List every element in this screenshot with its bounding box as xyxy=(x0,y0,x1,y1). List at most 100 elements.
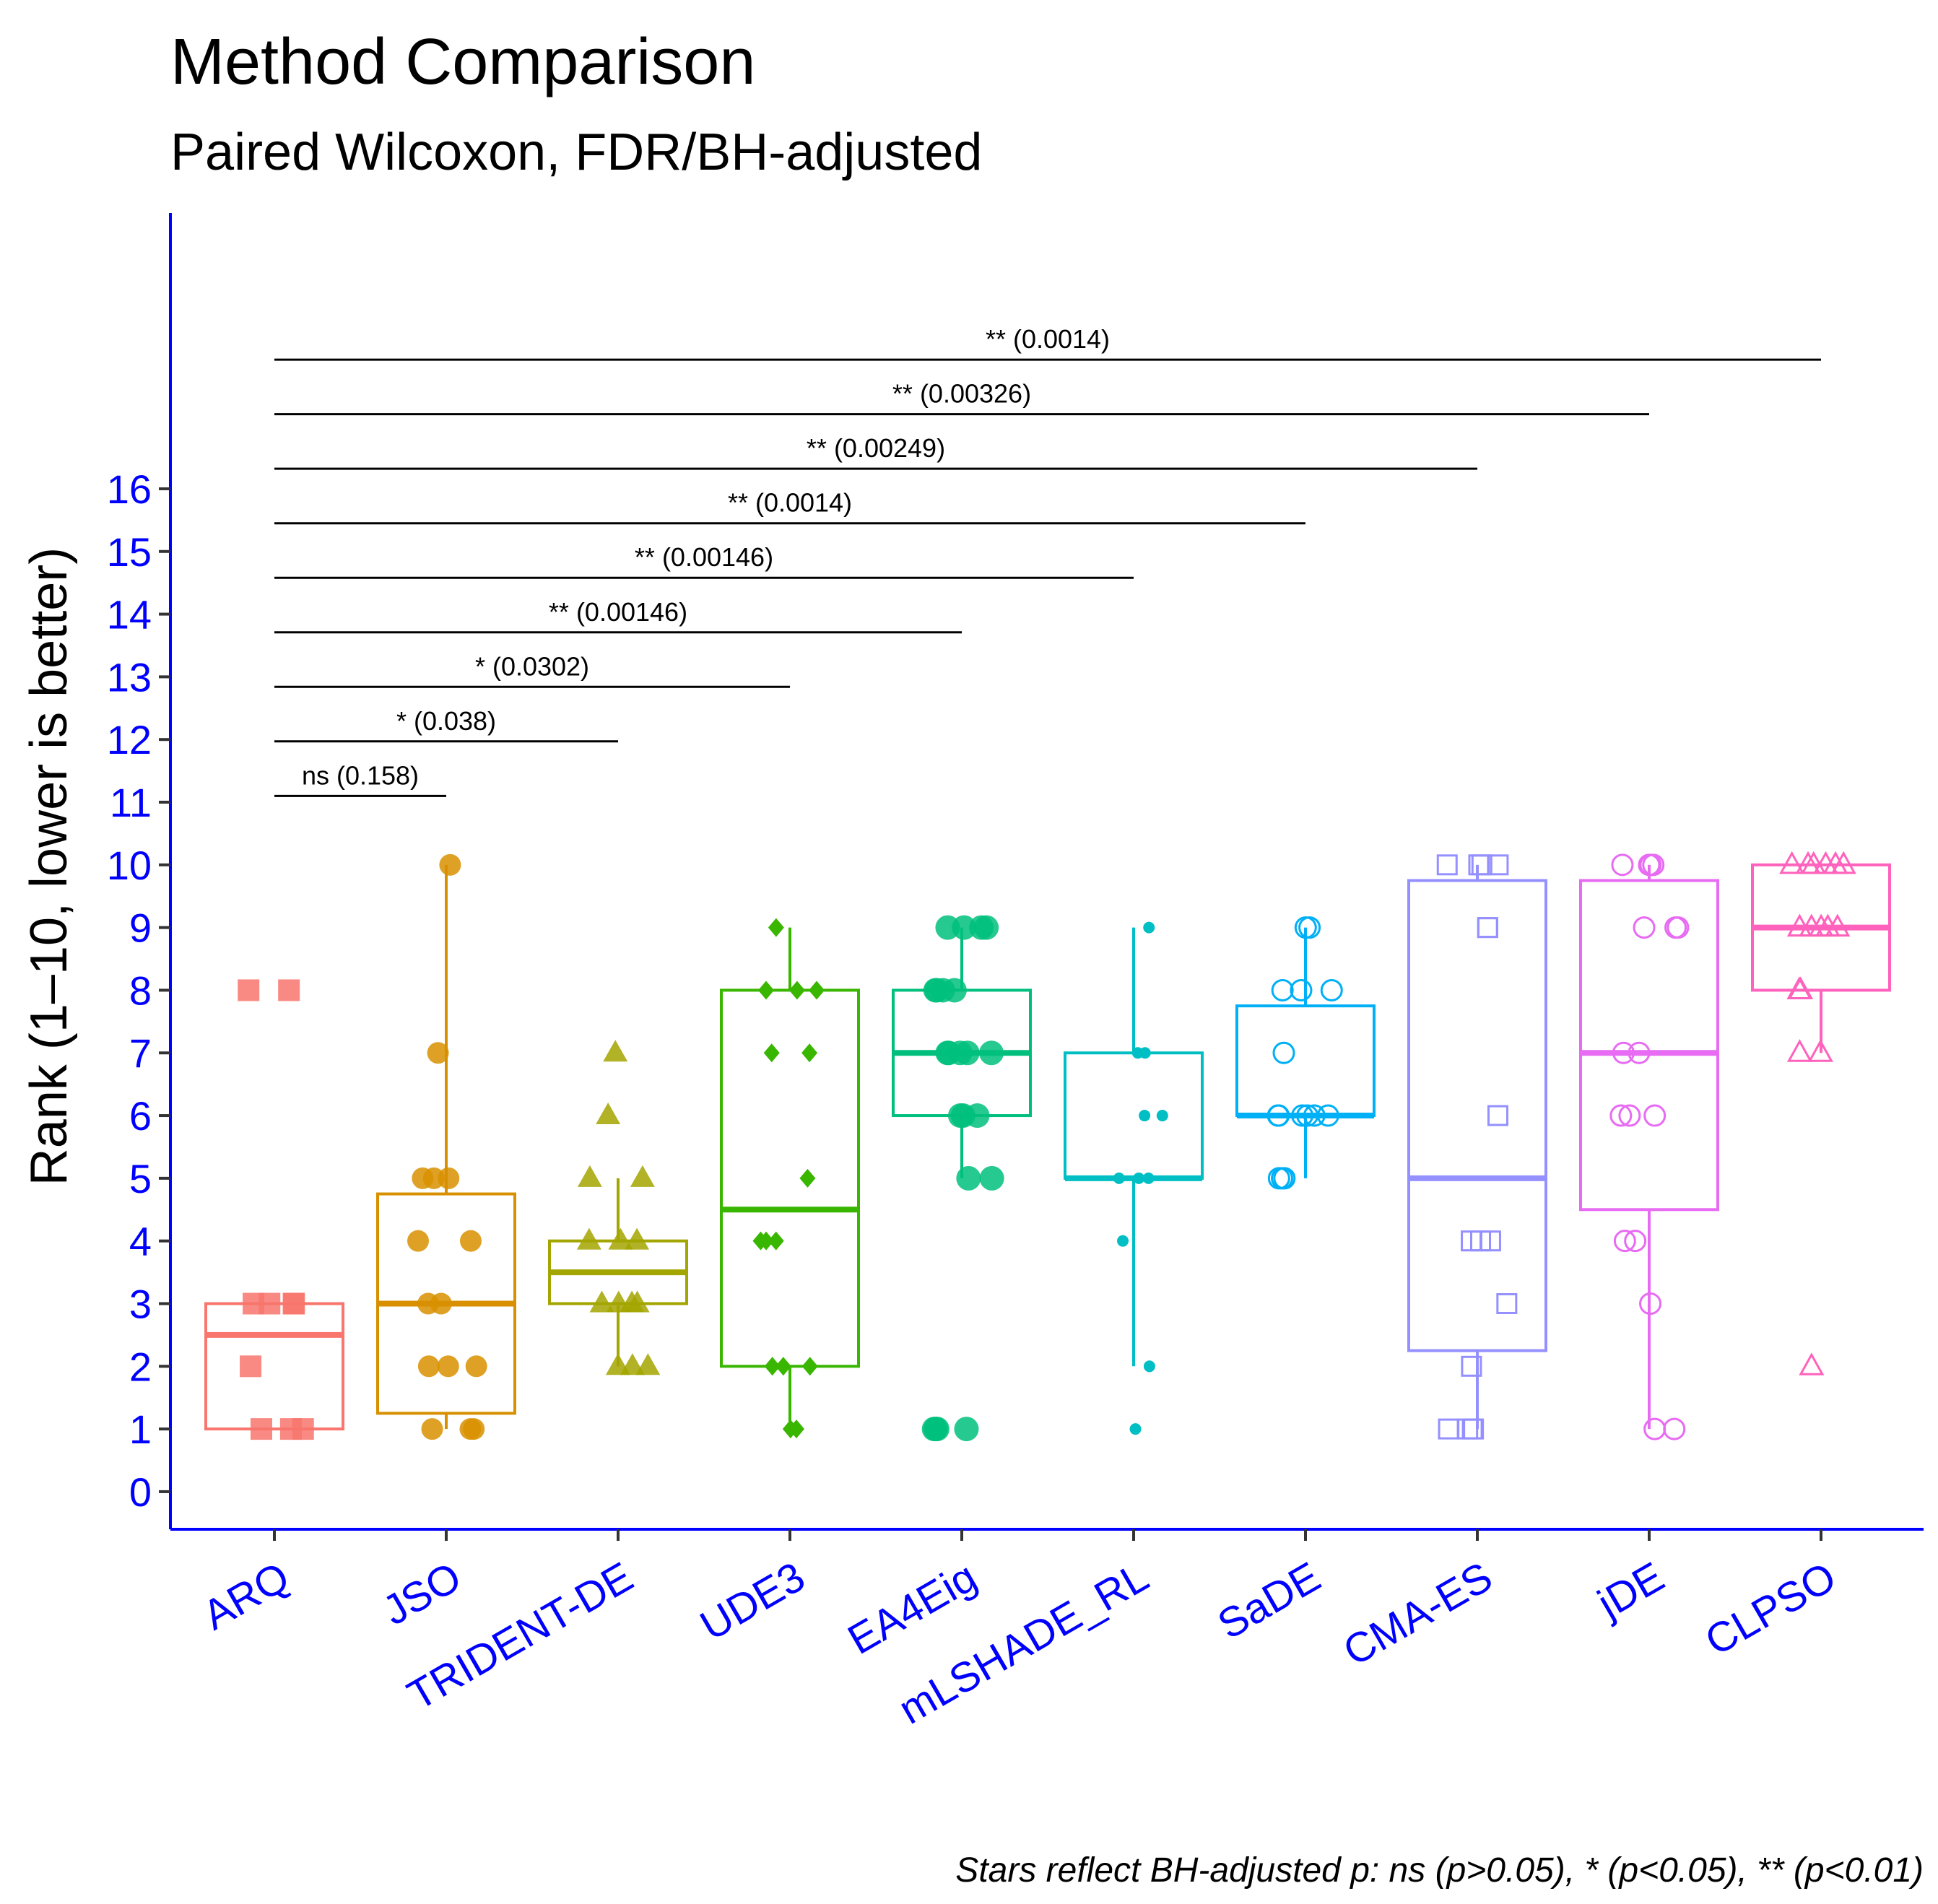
point-marker xyxy=(1143,1360,1155,1373)
point-marker xyxy=(589,1290,614,1313)
point-marker xyxy=(1487,854,1509,876)
point-marker xyxy=(279,1418,302,1440)
point-marker xyxy=(763,1043,780,1063)
box-iqr xyxy=(1579,879,1719,1212)
x-tick-label: CMA-ES xyxy=(1336,1553,1500,1675)
bracket-label: * (0.0302) xyxy=(475,651,589,681)
y-tick-label: 2 xyxy=(129,1344,152,1389)
bracket-label: ** (0.00146) xyxy=(635,542,773,572)
x-tick-label: UDE3 xyxy=(692,1553,812,1650)
point-marker xyxy=(630,1165,655,1187)
point-marker xyxy=(1298,916,1321,939)
point-marker xyxy=(1663,1417,1686,1440)
point-marker xyxy=(465,1355,487,1378)
point-marker xyxy=(1461,1418,1483,1440)
y-tick-label: 8 xyxy=(129,968,152,1013)
y-tick-label: 4 xyxy=(129,1219,152,1264)
point-marker xyxy=(1156,1110,1168,1122)
y-axis-label: Rank (1–10, lower is better) xyxy=(20,547,78,1186)
point-marker xyxy=(596,1103,621,1125)
point-marker xyxy=(1266,1104,1290,1127)
point-marker xyxy=(1628,1041,1651,1064)
point-marker xyxy=(1267,1167,1290,1190)
point-marker xyxy=(1613,1230,1636,1253)
point-marker xyxy=(1320,978,1343,1001)
point-marker xyxy=(1272,1041,1295,1064)
x-tick-label: ARQ xyxy=(195,1553,297,1639)
point-marker xyxy=(1807,1039,1833,1062)
point-marker xyxy=(1633,916,1656,939)
box-jde xyxy=(1579,864,1719,1430)
point-marker xyxy=(1271,978,1294,1001)
point-marker xyxy=(801,1357,818,1376)
chart-title: Method Comparison xyxy=(170,26,755,98)
bracket-label: ns (0.158) xyxy=(302,760,419,790)
point-marker xyxy=(412,1167,434,1189)
y-tick-label: 10 xyxy=(107,843,152,888)
point-marker xyxy=(1273,1167,1296,1190)
point-marker xyxy=(782,1420,799,1439)
point-marker xyxy=(1139,1110,1151,1122)
box-iqr xyxy=(1064,1051,1204,1180)
box-iqr xyxy=(720,988,860,1368)
point-marker xyxy=(1496,1292,1518,1314)
point-marker xyxy=(240,1355,262,1378)
point-marker xyxy=(1639,1292,1662,1315)
point-marker xyxy=(1133,1172,1145,1184)
point-marker xyxy=(576,1227,601,1250)
point-marker xyxy=(775,1357,791,1376)
point-marker xyxy=(238,979,260,1001)
point-marker xyxy=(764,1357,781,1376)
point-marker xyxy=(437,1355,459,1378)
point-marker xyxy=(1142,1172,1155,1184)
box-ude3 xyxy=(720,927,860,1430)
point-marker xyxy=(1436,854,1458,876)
y-tick-label: 12 xyxy=(107,717,152,762)
point-marker xyxy=(439,853,461,876)
point-marker xyxy=(250,1418,272,1440)
bracket-label: ** (0.0014) xyxy=(728,488,852,518)
point-marker xyxy=(1479,1230,1501,1252)
point-marker xyxy=(1643,1417,1667,1440)
point-marker xyxy=(1303,1104,1326,1127)
point-marker xyxy=(1611,853,1634,877)
point-marker xyxy=(757,981,774,1000)
boxes xyxy=(204,863,1891,1431)
point-marker xyxy=(635,1353,661,1375)
box-jso xyxy=(376,864,516,1430)
point-marker xyxy=(788,981,805,1000)
point-marker xyxy=(459,1418,482,1440)
y-tick-label: 1 xyxy=(129,1407,152,1452)
box-iqr xyxy=(1235,1004,1376,1118)
point-marker xyxy=(950,1103,975,1129)
chart-caption: Stars reflect BH-adjusted p: ns (p>0.05)… xyxy=(955,1851,1924,1890)
point-marker xyxy=(947,1040,973,1066)
box-sade xyxy=(1235,927,1376,1178)
point-marker xyxy=(1487,1105,1508,1126)
point-marker xyxy=(282,1292,305,1315)
y-tick-label: 15 xyxy=(107,529,152,575)
point-marker xyxy=(459,1230,482,1252)
data-points xyxy=(238,851,1856,1442)
box-iqr xyxy=(204,1302,344,1431)
point-marker xyxy=(1463,1418,1485,1440)
x-tick-label: SaDE xyxy=(1210,1553,1329,1648)
y-tick-label: 7 xyxy=(129,1030,152,1076)
point-marker xyxy=(799,1168,816,1188)
x-tick-label: CLPSO xyxy=(1698,1553,1844,1665)
point-marker xyxy=(923,978,948,1003)
point-marker xyxy=(1799,1352,1825,1375)
x-tick-label: JSO xyxy=(375,1553,469,1635)
point-marker xyxy=(1117,1235,1129,1247)
point-marker xyxy=(768,1231,784,1251)
point-marker xyxy=(1822,851,1848,874)
point-marker xyxy=(1291,1104,1314,1127)
point-marker xyxy=(942,978,967,1003)
point-marker xyxy=(407,1230,430,1252)
point-marker xyxy=(1825,913,1851,937)
y-tick-label: 16 xyxy=(107,466,152,512)
point-marker xyxy=(1139,1047,1151,1059)
point-marker xyxy=(1457,1418,1479,1440)
significance-brackets: ns (0.158) * (0.038) * (0.0302) ** (0.00146… xyxy=(274,324,1821,797)
